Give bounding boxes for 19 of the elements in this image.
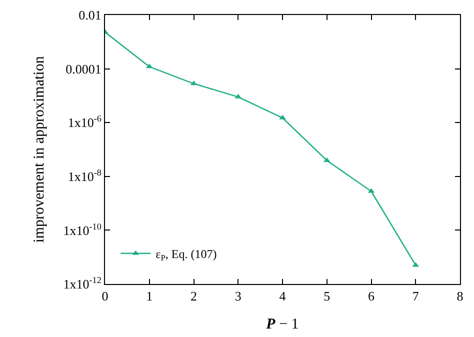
x-tick-label: 0 — [102, 288, 108, 304]
x-tick-label: 1 — [146, 288, 153, 304]
x-tick-label: 7 — [412, 288, 420, 304]
y-tick-label: 1x10$^{-10}$ — [63, 221, 102, 238]
x-axis-title: P − 1 — [266, 316, 299, 333]
x-tick-label: 6 — [368, 288, 375, 304]
point — [279, 114, 286, 120]
y-axis-title: improvement in approximation — [32, 56, 48, 243]
x-tick-label: 3 — [234, 288, 242, 304]
y-tick-label: 1x10$^{-12}$ — [63, 275, 102, 292]
x-tick-label: 4 — [279, 288, 286, 304]
y-tick-label: 0.01 — [78, 8, 102, 23]
x-tick-label: 2 — [190, 288, 197, 304]
y-tick-label: 1x10$^{-8}$ — [68, 167, 102, 184]
y-tick-label: 0.0001 — [66, 61, 102, 76]
x-tick-label: 8 — [456, 288, 464, 304]
legend-label: ε$_{P}$, Eq. (107) — [156, 247, 217, 263]
y-tick-label: 1x10$^{-6}$ — [68, 114, 102, 130]
x-tick-label: 5 — [324, 288, 330, 304]
